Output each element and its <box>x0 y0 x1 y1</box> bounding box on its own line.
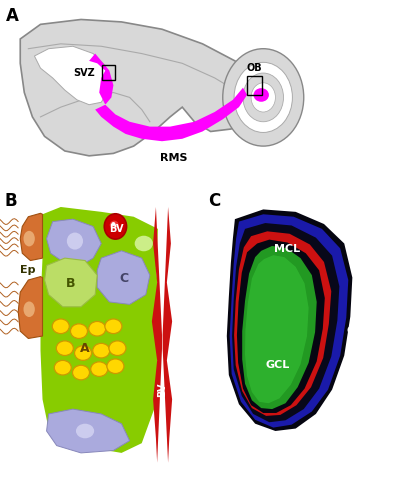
Text: BV: BV <box>109 224 124 234</box>
Ellipse shape <box>75 346 92 360</box>
Text: Ep: Ep <box>20 265 35 275</box>
Ellipse shape <box>67 233 83 250</box>
Text: A: A <box>80 342 90 355</box>
Ellipse shape <box>104 214 126 239</box>
Polygon shape <box>89 54 247 141</box>
Polygon shape <box>47 219 101 265</box>
Text: GCL: GCL <box>265 360 290 370</box>
Text: A: A <box>6 7 19 25</box>
Ellipse shape <box>23 301 35 317</box>
Ellipse shape <box>91 362 108 376</box>
Text: GL: GL <box>346 326 362 336</box>
Circle shape <box>243 73 284 122</box>
Polygon shape <box>245 255 309 403</box>
Text: MCL: MCL <box>275 244 301 254</box>
Ellipse shape <box>56 341 73 356</box>
Polygon shape <box>242 246 317 409</box>
Ellipse shape <box>70 324 87 338</box>
Polygon shape <box>234 231 331 416</box>
Ellipse shape <box>72 365 90 380</box>
Ellipse shape <box>76 424 94 438</box>
Ellipse shape <box>134 236 153 251</box>
Ellipse shape <box>254 88 269 102</box>
Polygon shape <box>47 409 130 453</box>
Circle shape <box>251 83 275 112</box>
Polygon shape <box>232 223 339 422</box>
Ellipse shape <box>52 319 69 334</box>
Ellipse shape <box>54 360 71 375</box>
Polygon shape <box>237 240 325 413</box>
Circle shape <box>234 62 292 132</box>
Polygon shape <box>45 258 97 307</box>
Text: B: B <box>66 278 76 290</box>
Ellipse shape <box>111 222 115 226</box>
Text: SVZ: SVZ <box>73 68 95 77</box>
Text: B: B <box>4 192 17 210</box>
Text: C: C <box>119 272 128 285</box>
Text: C: C <box>209 192 221 210</box>
Polygon shape <box>40 207 160 453</box>
Ellipse shape <box>105 319 122 334</box>
Polygon shape <box>20 213 43 261</box>
Polygon shape <box>152 207 172 463</box>
Ellipse shape <box>110 221 119 229</box>
Ellipse shape <box>23 231 35 246</box>
Ellipse shape <box>93 343 110 358</box>
Circle shape <box>223 49 304 146</box>
Ellipse shape <box>109 341 126 356</box>
Polygon shape <box>227 209 352 431</box>
Text: BV: BV <box>157 382 167 397</box>
Text: RMS: RMS <box>160 153 188 163</box>
Ellipse shape <box>89 321 106 336</box>
Polygon shape <box>20 19 263 156</box>
Ellipse shape <box>107 359 124 374</box>
Text: OB: OB <box>247 63 262 73</box>
Polygon shape <box>230 214 348 428</box>
Polygon shape <box>97 251 150 304</box>
Polygon shape <box>34 46 109 105</box>
Polygon shape <box>18 277 43 338</box>
